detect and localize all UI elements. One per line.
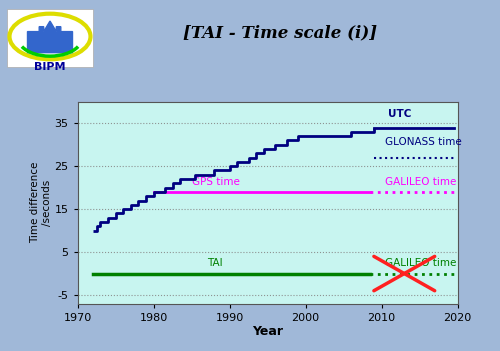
Text: TAI: TAI bbox=[206, 258, 222, 269]
Text: GLONASS time: GLONASS time bbox=[386, 137, 462, 147]
FancyBboxPatch shape bbox=[7, 9, 93, 67]
Polygon shape bbox=[28, 21, 72, 53]
Text: BIPM: BIPM bbox=[34, 62, 66, 72]
Text: [TAI - Time scale (i)]: [TAI - Time scale (i)] bbox=[183, 25, 377, 42]
Text: GALILEO time: GALILEO time bbox=[386, 258, 456, 269]
Text: UTC: UTC bbox=[388, 109, 411, 119]
Text: GALILEO time: GALILEO time bbox=[386, 177, 456, 187]
Text: GPS time: GPS time bbox=[192, 177, 240, 187]
Y-axis label: Time difference
/seconds: Time difference /seconds bbox=[30, 162, 52, 243]
X-axis label: Year: Year bbox=[252, 325, 283, 338]
